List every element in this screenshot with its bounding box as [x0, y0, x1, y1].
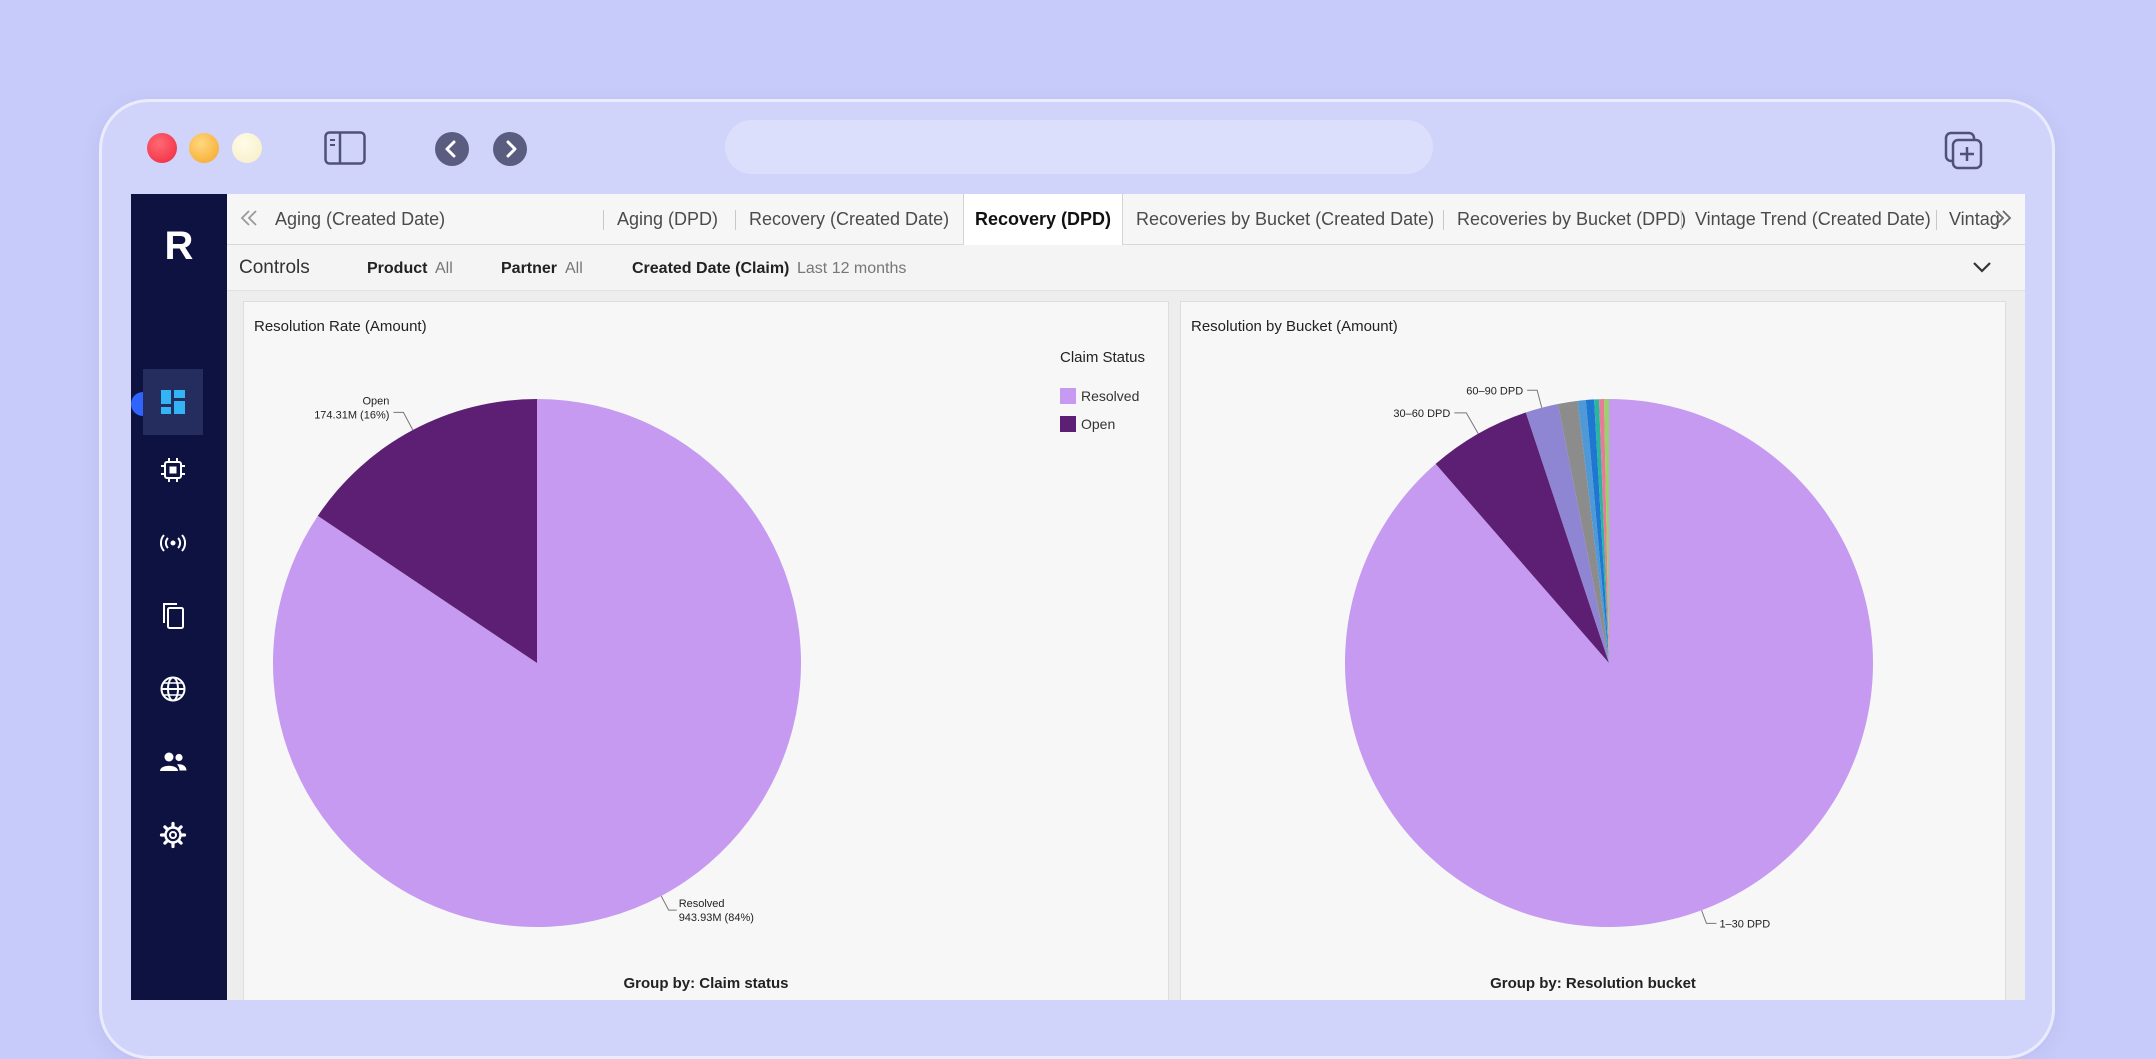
chart-title: Resolution by Bucket (Amount) — [1191, 318, 1398, 335]
broadcast-icon — [160, 534, 186, 552]
tab-recoveries-by-bucket-dpd[interactable]: Recoveries by Bucket (DPD) — [1457, 209, 1687, 229]
tab-divider — [1681, 210, 1682, 230]
resolution-rate-panel: Resolution Rate (Amount) Claim Status Re… — [243, 301, 1169, 1000]
scroll-tabs-left-button[interactable] — [237, 206, 261, 230]
nav-globe[interactable] — [143, 656, 203, 722]
tab-divider — [1443, 210, 1444, 230]
legend-item-resolved[interactable]: Resolved — [1081, 388, 1140, 404]
data-label: 60–90 DPD — [1466, 385, 1523, 397]
double-chevron-left-icon — [240, 210, 257, 226]
created-date-filter-label[interactable]: Created Date (Claim) — [632, 260, 790, 277]
nav-processor[interactable] — [143, 437, 203, 503]
back-button[interactable] — [435, 132, 469, 166]
data-label: Resolved — [679, 898, 725, 910]
legend-swatch-open — [1060, 416, 1076, 432]
partner-filter-label[interactable]: Partner — [501, 260, 558, 277]
tab-recovery-dpd[interactable]: Recovery (DPD) — [963, 194, 1123, 245]
minimize-window-button[interactable] — [189, 133, 219, 163]
expand-controls-button[interactable] — [1971, 257, 1993, 282]
side-nav: R — [131, 194, 227, 1000]
group-by-label: Group by: Resolution bucket — [1490, 975, 1696, 992]
nav-copy[interactable] — [143, 583, 203, 649]
pie-slice-7[interactable] — [1599, 399, 1609, 663]
tab-divider — [1936, 210, 1937, 230]
tab-aging-created-date[interactable]: Aging (Created Date) — [275, 209, 446, 229]
tab-divider — [735, 210, 736, 230]
controls-bar: Controls Product All Partner All Created… — [227, 245, 2025, 291]
pie-slice-open[interactable] — [317, 399, 537, 663]
globe-icon — [160, 676, 186, 702]
app-logo: R — [164, 224, 194, 268]
product-filter-value[interactable]: All — [435, 260, 453, 277]
leader-line — [1454, 412, 1479, 434]
pie-slice-8[interactable] — [1604, 399, 1609, 663]
dashboard-icon — [161, 390, 185, 414]
sheet-tabs: Aging (Created Date) Aging (DPD) Recover… — [227, 194, 2025, 245]
leader-line — [660, 895, 677, 911]
chevron-left-icon — [445, 140, 456, 158]
group-by-label: Group by: Claim status — [623, 975, 789, 992]
leader-line — [393, 411, 414, 431]
users-icon — [160, 752, 187, 771]
nav-users[interactable] — [143, 729, 203, 795]
pie-slice-3[interactable] — [1557, 400, 1609, 663]
close-window-button[interactable] — [147, 133, 177, 163]
data-label: 30–60 DPD — [1393, 408, 1450, 420]
chip-icon — [161, 458, 185, 482]
legend-swatch-resolved — [1060, 388, 1076, 404]
chevron-down-icon — [1973, 262, 1991, 273]
legend-title: Claim Status — [1060, 349, 1146, 366]
resolution-by-bucket-panel: Resolution by Bucket (Amount) 1–30 DPD 30… — [1180, 301, 2006, 1000]
address-bar[interactable] — [725, 120, 1433, 174]
data-label: 1–30 DPD — [1719, 918, 1770, 930]
leader-line — [1701, 910, 1717, 924]
double-chevron-right-icon — [1995, 210, 2012, 226]
created-date-filter-value[interactable]: Last 12 months — [797, 260, 907, 277]
new-tab-icon[interactable] — [1944, 131, 1984, 171]
data-label: 943.93M (84%) — [679, 912, 754, 924]
sidebar-toggle-icon[interactable] — [324, 131, 366, 165]
data-label: Open — [362, 395, 389, 407]
gear-icon — [159, 821, 187, 849]
partner-filter-value[interactable]: All — [565, 260, 583, 277]
maximize-window-button[interactable] — [232, 133, 262, 163]
tab-divider — [603, 210, 604, 230]
data-label: 174.31M (16%) — [314, 409, 389, 421]
pie-slice-6[interactable] — [1594, 399, 1609, 663]
nav-broadcast[interactable] — [143, 510, 203, 576]
tab-vintage-trend[interactable]: Vintage Trend ( — [1949, 209, 1999, 229]
pie-slice-5[interactable] — [1585, 399, 1609, 663]
tab-recovery-created-date[interactable]: Recovery (Created Date) — [749, 209, 950, 229]
scroll-tabs-right-button[interactable] — [1991, 206, 2015, 230]
controls-title: Controls — [239, 257, 310, 278]
legend-item-open[interactable]: Open — [1081, 416, 1116, 432]
pie-slice-60-90-dpd[interactable] — [1525, 403, 1609, 663]
product-filter-label[interactable]: Product — [367, 260, 428, 277]
chevron-right-icon — [506, 140, 517, 158]
pie-slice-4[interactable] — [1577, 400, 1609, 663]
pie-slice-30-60-dpd[interactable] — [1435, 412, 1609, 663]
chart-title: Resolution Rate (Amount) — [254, 318, 427, 335]
tab-recoveries-by-bucket-created-date[interactable]: Recoveries by Bucket (Created Date) — [1136, 209, 1435, 229]
copy-icon — [163, 603, 184, 629]
pie-slice-1-30-dpd[interactable] — [1345, 399, 1873, 928]
tab-aging-dpd[interactable]: Aging (DPD) — [617, 209, 719, 229]
nav-dashboard[interactable] — [143, 369, 203, 435]
leader-line — [1527, 389, 1543, 408]
nav-settings[interactable] — [143, 802, 203, 868]
forward-button[interactable] — [493, 132, 527, 166]
dashboard-canvas: Resolution Rate (Amount) Claim Status Re… — [227, 291, 2025, 1000]
resolution-rate-pie-chart: Resolved 943.93M (84%) Open 174.31M (16%) — [273, 395, 801, 927]
resolution-by-bucket-pie-chart: 1–30 DPD 30–60 DPD 60–90 DPD — [1345, 385, 1873, 930]
app-window: R Aging (Created Date) Aging (DPD) — [131, 194, 2025, 1000]
tab-vintage-trend-created-date[interactable]: Vintage Trend (Created Date) — [1695, 209, 1931, 229]
